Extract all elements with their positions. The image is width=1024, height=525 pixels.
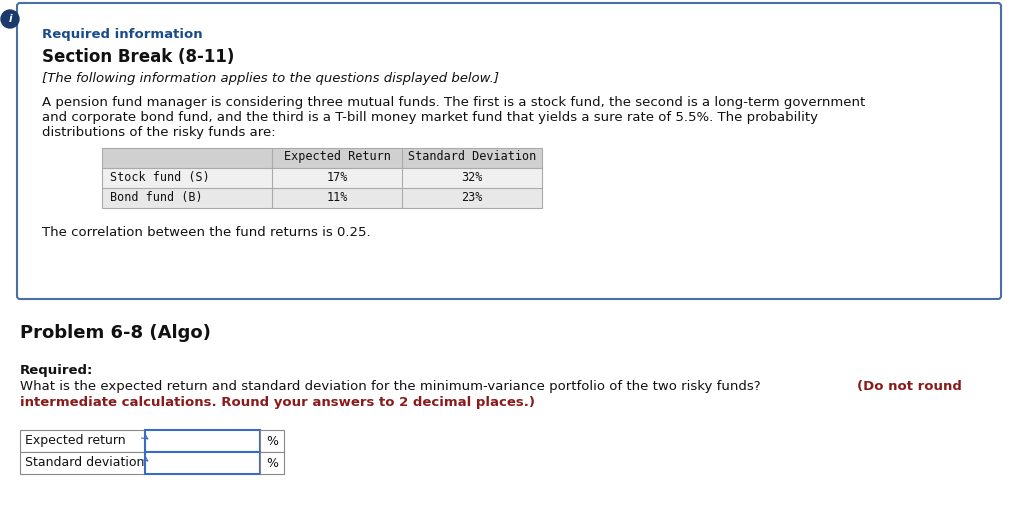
Text: and corporate bond fund, and the third is a T-bill money market fund that yields: and corporate bond fund, and the third i… bbox=[42, 111, 818, 124]
Bar bbox=[260, 452, 284, 474]
Bar bbox=[20, 452, 145, 474]
Text: A pension fund manager is considering three mutual funds. The first is a stock f: A pension fund manager is considering th… bbox=[42, 96, 865, 109]
Bar bbox=[145, 430, 260, 452]
Text: Section Break (8-11): Section Break (8-11) bbox=[42, 48, 234, 66]
Text: Stock fund (S): Stock fund (S) bbox=[110, 171, 210, 184]
Text: [The following information applies to the questions displayed below.]: [The following information applies to th… bbox=[42, 72, 499, 85]
FancyBboxPatch shape bbox=[17, 3, 1001, 299]
Text: Standard deviation: Standard deviation bbox=[25, 456, 144, 469]
Bar bbox=[102, 168, 542, 188]
Text: intermediate calculations. Round your answers to 2 decimal places.): intermediate calculations. Round your an… bbox=[20, 396, 535, 409]
Text: distributions of the risky funds are:: distributions of the risky funds are: bbox=[42, 126, 275, 139]
Text: (Do not round: (Do not round bbox=[857, 380, 962, 393]
Text: 17%: 17% bbox=[327, 171, 348, 184]
Text: 32%: 32% bbox=[462, 171, 482, 184]
Text: The correlation between the fund returns is 0.25.: The correlation between the fund returns… bbox=[42, 226, 371, 239]
Text: Problem 6-8 (Algo): Problem 6-8 (Algo) bbox=[20, 324, 211, 342]
Text: Required:: Required: bbox=[20, 364, 93, 377]
Text: Standard Deviation: Standard Deviation bbox=[408, 150, 537, 163]
Text: i: i bbox=[8, 14, 11, 24]
Text: 11%: 11% bbox=[327, 191, 348, 204]
Text: Expected return: Expected return bbox=[25, 434, 126, 447]
Text: %: % bbox=[266, 435, 278, 448]
Text: 23%: 23% bbox=[462, 191, 482, 204]
Bar bbox=[260, 430, 284, 452]
Text: Required information: Required information bbox=[42, 28, 203, 41]
Text: Expected Return: Expected Return bbox=[284, 150, 390, 163]
Bar bbox=[20, 430, 145, 452]
Circle shape bbox=[1, 10, 19, 28]
Text: Bond fund (B): Bond fund (B) bbox=[110, 191, 203, 204]
Text: %: % bbox=[266, 457, 278, 470]
Bar bbox=[102, 148, 542, 168]
Text: What is the expected return and standard deviation for the minimum-variance port: What is the expected return and standard… bbox=[20, 380, 761, 393]
Bar bbox=[145, 452, 260, 474]
Bar bbox=[102, 188, 542, 208]
Bar bbox=[102, 148, 542, 208]
